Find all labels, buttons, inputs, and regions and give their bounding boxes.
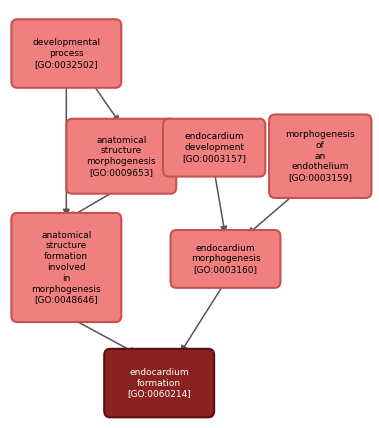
FancyBboxPatch shape — [11, 213, 121, 322]
FancyBboxPatch shape — [66, 119, 176, 194]
Text: endocardium
morphogenesis
[GO:0003160]: endocardium morphogenesis [GO:0003160] — [191, 244, 260, 274]
Text: developmental
process
[GO:0032502]: developmental process [GO:0032502] — [32, 38, 100, 69]
Text: endocardium
development
[GO:0003157]: endocardium development [GO:0003157] — [182, 132, 246, 163]
FancyBboxPatch shape — [11, 19, 121, 88]
Text: endocardium
formation
[GO:0060214]: endocardium formation [GO:0060214] — [127, 368, 191, 398]
Text: anatomical
structure
formation
involved
in
morphogenesis
[GO:0048646]: anatomical structure formation involved … — [31, 231, 101, 304]
FancyBboxPatch shape — [269, 115, 371, 198]
Text: morphogenesis
of
an
endothelium
[GO:0003159]: morphogenesis of an endothelium [GO:0003… — [285, 130, 355, 182]
FancyBboxPatch shape — [163, 119, 265, 176]
FancyBboxPatch shape — [171, 230, 280, 288]
Text: anatomical
structure
morphogenesis
[GO:0009653]: anatomical structure morphogenesis [GO:0… — [86, 136, 156, 177]
FancyBboxPatch shape — [104, 349, 214, 417]
